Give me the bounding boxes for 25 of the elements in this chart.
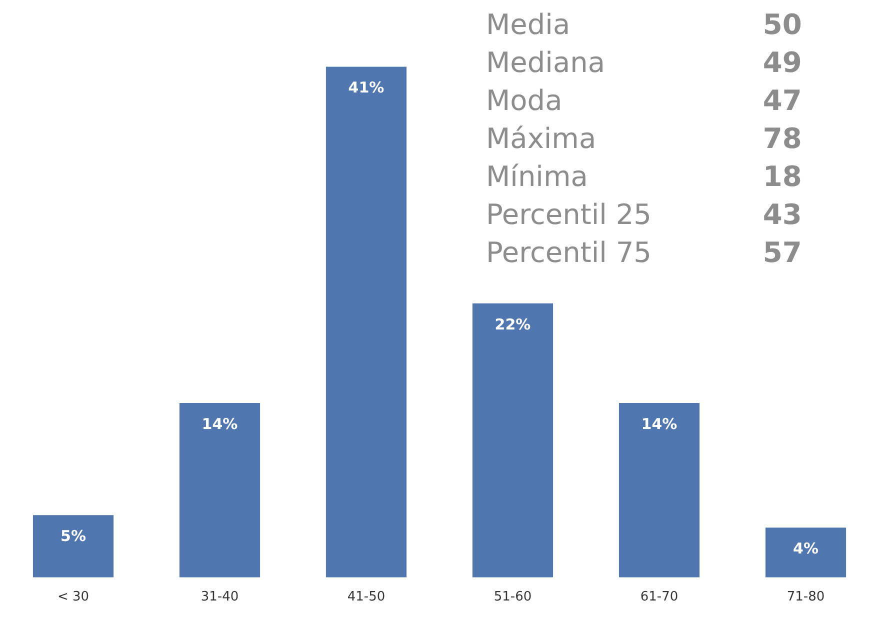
- bar: [179, 403, 260, 578]
- data-label: 14%: [641, 414, 678, 433]
- bar: [326, 66, 407, 578]
- text: Mediana 49: [486, 46, 802, 79]
- bar: [765, 528, 846, 578]
- data-label: 14%: [202, 414, 238, 433]
- data-label: 22%: [494, 315, 531, 334]
- data-label: 41%: [348, 78, 384, 97]
- text: Media 50: [486, 8, 802, 41]
- bar: [472, 303, 554, 578]
- data-label: 4%: [793, 539, 818, 558]
- text: Percentil 75 57: [486, 236, 802, 269]
- text: Máxima 78: [486, 122, 802, 155]
- x-tick-label: 41-50: [347, 590, 386, 605]
- text: Moda 47: [486, 84, 802, 117]
- bar: [32, 515, 114, 578]
- x-tick-label: 71-80: [786, 590, 825, 605]
- text: Percentil 25 43: [486, 198, 802, 231]
- x-tick-label: 31-40: [200, 590, 239, 605]
- x-tick-label: < 30: [57, 590, 90, 605]
- x-tick-label: 51-60: [494, 590, 532, 605]
- data-label: 5%: [60, 527, 86, 546]
- text: Mínima 18: [486, 160, 802, 193]
- bar: [618, 403, 700, 578]
- x-tick-label: 61-70: [640, 590, 678, 605]
